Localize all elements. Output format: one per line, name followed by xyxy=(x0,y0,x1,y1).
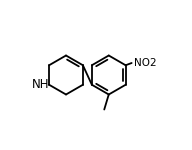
Text: NH: NH xyxy=(32,78,50,91)
Text: NO2: NO2 xyxy=(134,58,157,68)
